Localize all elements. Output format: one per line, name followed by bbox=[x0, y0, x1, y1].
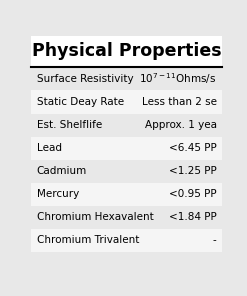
FancyBboxPatch shape bbox=[31, 137, 222, 160]
Text: Cadmium: Cadmium bbox=[37, 166, 87, 176]
Text: Less than 2 se: Less than 2 se bbox=[142, 97, 217, 107]
Text: Chromium Hexavalent: Chromium Hexavalent bbox=[37, 212, 153, 222]
Text: Lead: Lead bbox=[37, 143, 62, 153]
Text: <6.45 PP: <6.45 PP bbox=[169, 143, 217, 153]
Text: Approx. 1 yea: Approx. 1 yea bbox=[144, 120, 217, 130]
FancyBboxPatch shape bbox=[31, 206, 222, 229]
FancyBboxPatch shape bbox=[31, 229, 222, 252]
Text: Est. Shelflife: Est. Shelflife bbox=[37, 120, 102, 130]
Text: Chromium Trivalent: Chromium Trivalent bbox=[37, 235, 139, 245]
FancyBboxPatch shape bbox=[31, 36, 222, 67]
FancyBboxPatch shape bbox=[31, 67, 222, 91]
Text: -: - bbox=[213, 235, 217, 245]
FancyBboxPatch shape bbox=[31, 91, 222, 114]
FancyBboxPatch shape bbox=[31, 114, 222, 137]
Text: 10$^{7-11}$Ohms/s: 10$^{7-11}$Ohms/s bbox=[140, 72, 217, 86]
Text: <1.84 PP: <1.84 PP bbox=[169, 212, 217, 222]
Text: Static Deay Rate: Static Deay Rate bbox=[37, 97, 124, 107]
Text: Mercury: Mercury bbox=[37, 189, 79, 199]
Text: <0.95 PP: <0.95 PP bbox=[169, 189, 217, 199]
Text: Physical Properties: Physical Properties bbox=[32, 42, 221, 60]
FancyBboxPatch shape bbox=[31, 160, 222, 183]
FancyBboxPatch shape bbox=[31, 183, 222, 206]
Text: <1.25 PP: <1.25 PP bbox=[169, 166, 217, 176]
Text: Surface Resistivity: Surface Resistivity bbox=[37, 74, 133, 84]
